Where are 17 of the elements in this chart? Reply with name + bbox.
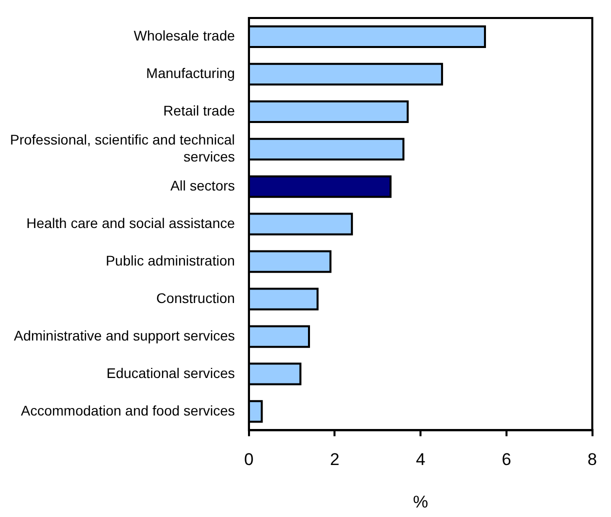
x-tick-label: 8 xyxy=(588,450,598,470)
y-tick-label: Professional, scientific and technical services xyxy=(10,132,235,164)
x-axis-title: % xyxy=(413,492,428,512)
y-tick-label: Retail trade xyxy=(163,102,236,119)
y-tick-label: Construction xyxy=(156,290,235,306)
y-tick-label: Administrative and support services xyxy=(14,327,235,344)
x-tick-label: 6 xyxy=(502,450,512,470)
x-tick-label: 0 xyxy=(244,450,254,470)
y-tick-label: Accommodation and food services xyxy=(20,402,235,418)
y-tick-label: Educational services xyxy=(106,364,235,381)
y-tick-label: Manufacturing xyxy=(146,65,235,82)
x-tick-label: 2 xyxy=(330,450,340,470)
y-tick-label: Health care and social assistance xyxy=(26,214,236,231)
y-tick-label: Wholesale trade xyxy=(134,28,236,44)
x-tick-label: 4 xyxy=(416,450,426,470)
y-tick-label: Public administration xyxy=(106,252,235,268)
y-tick-label: All sectors xyxy=(170,177,235,194)
